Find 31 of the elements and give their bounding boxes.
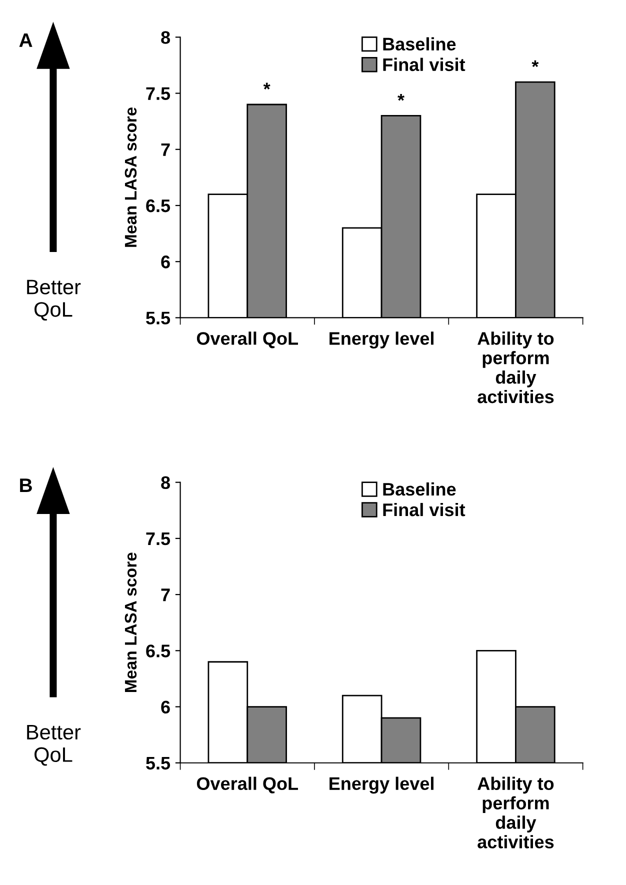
legend-label: Baseline <box>383 37 456 51</box>
y-tick-label: 6.5 <box>146 199 170 212</box>
y-tick-label: 6.5 <box>146 644 170 658</box>
y-axis-title: Mean LASA score <box>124 552 137 692</box>
y-tick-label: 6 <box>161 700 170 714</box>
y-tick-label: 5.5 <box>146 756 170 770</box>
text: A <box>19 33 32 47</box>
x-tick-label: Ability to perform daily activities <box>478 776 554 848</box>
y-tick-label: 7.5 <box>146 87 170 100</box>
y-tick-label: 7 <box>161 144 170 156</box>
y-axis-title: Mean LASA score <box>124 107 137 247</box>
x-tick-label: Energy level <box>330 332 434 349</box>
y-tick-label: 5.5 <box>146 312 170 324</box>
y-tick-label: 8 <box>161 31 170 44</box>
x-tick-label: Energy level <box>330 776 434 794</box>
y-tick-label: 7 <box>161 588 170 602</box>
y-tick-label: 6 <box>161 256 170 268</box>
annotation: * <box>398 94 404 101</box>
text: Better QoL <box>27 280 81 321</box>
x-tick-label: Overall QoL <box>196 332 298 348</box>
annotation: * <box>263 82 270 90</box>
legend-label: Baseline <box>383 482 456 496</box>
legend-label: Final visit <box>383 58 466 72</box>
x-tick-label: Ability to perform daily activities <box>478 332 554 404</box>
y-tick-label: 8 <box>161 476 170 490</box>
x-tick-label: Overall QoL <box>196 776 298 794</box>
text: B <box>20 478 32 492</box>
annotation: * <box>532 60 539 68</box>
text: Better QoL <box>27 725 81 766</box>
legend-label: Final visit <box>383 502 466 516</box>
y-tick-label: 7.5 <box>146 532 170 546</box>
